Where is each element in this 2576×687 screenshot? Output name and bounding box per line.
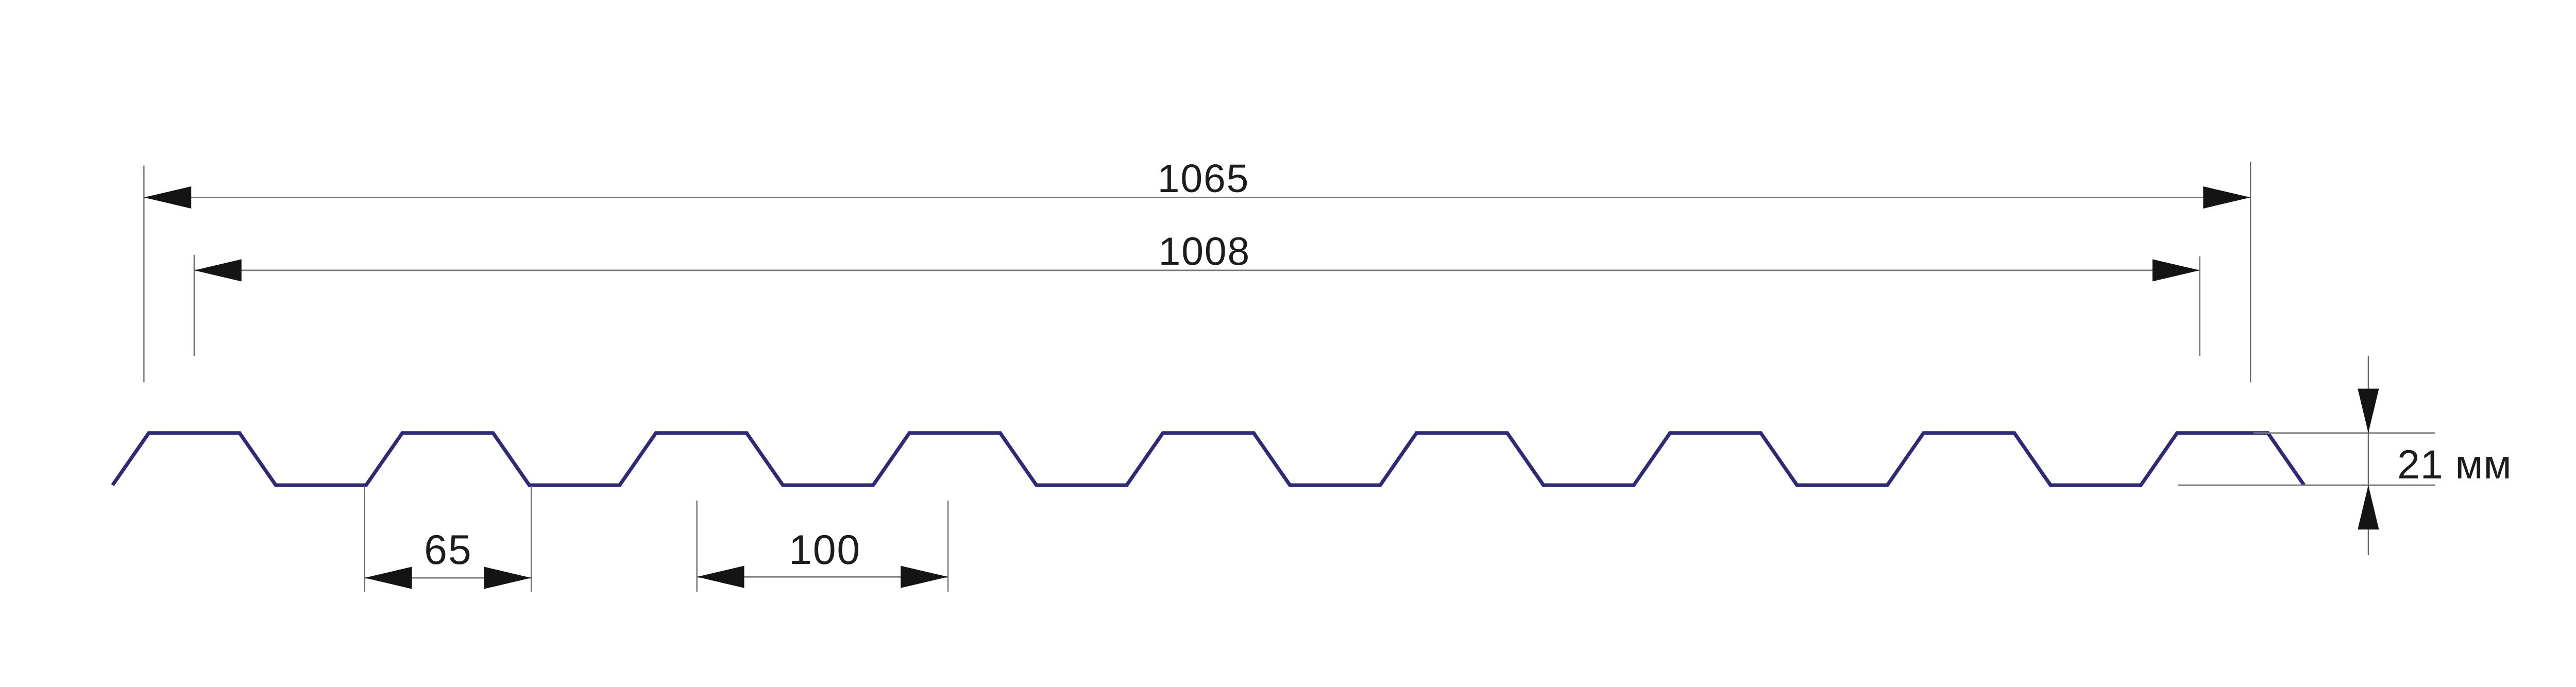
dimension-profile-height: 21 мм — [2178, 355, 2512, 555]
arrow-up-icon — [2358, 485, 2379, 530]
dimension-rib-pitch: 100 — [696, 501, 949, 592]
arrow-right-icon — [901, 565, 948, 588]
arrow-right-icon — [484, 566, 532, 589]
arrow-right-icon — [2203, 186, 2251, 209]
dimension-value-rib-pitch: 100 — [789, 527, 861, 573]
arrow-down-icon — [2358, 388, 2379, 433]
dimension-overall-width: 1065 — [143, 157, 2251, 383]
arrow-left-icon — [364, 566, 412, 589]
arrow-left-icon — [697, 565, 744, 588]
dimension-rib-bottom-width: 65 — [364, 486, 532, 592]
dimension-value-rib-bottom-width: 65 — [424, 527, 472, 573]
drawing-canvas: 1065 1008 65 100 — [111, 157, 2512, 592]
dimension-value-useful-width: 1008 — [1159, 230, 1250, 274]
profiled-sheet-drawing: 1065 1008 65 100 — [111, 157, 2512, 592]
profile-outline — [111, 431, 2306, 487]
arrow-right-icon — [2152, 259, 2200, 282]
dimension-value-profile-height: 21 мм — [2397, 442, 2512, 487]
dimension-useful-width: 1008 — [193, 230, 2200, 356]
dimension-value-overall-width: 1065 — [1158, 157, 1249, 201]
arrow-left-icon — [144, 186, 192, 209]
arrow-left-icon — [194, 259, 242, 282]
